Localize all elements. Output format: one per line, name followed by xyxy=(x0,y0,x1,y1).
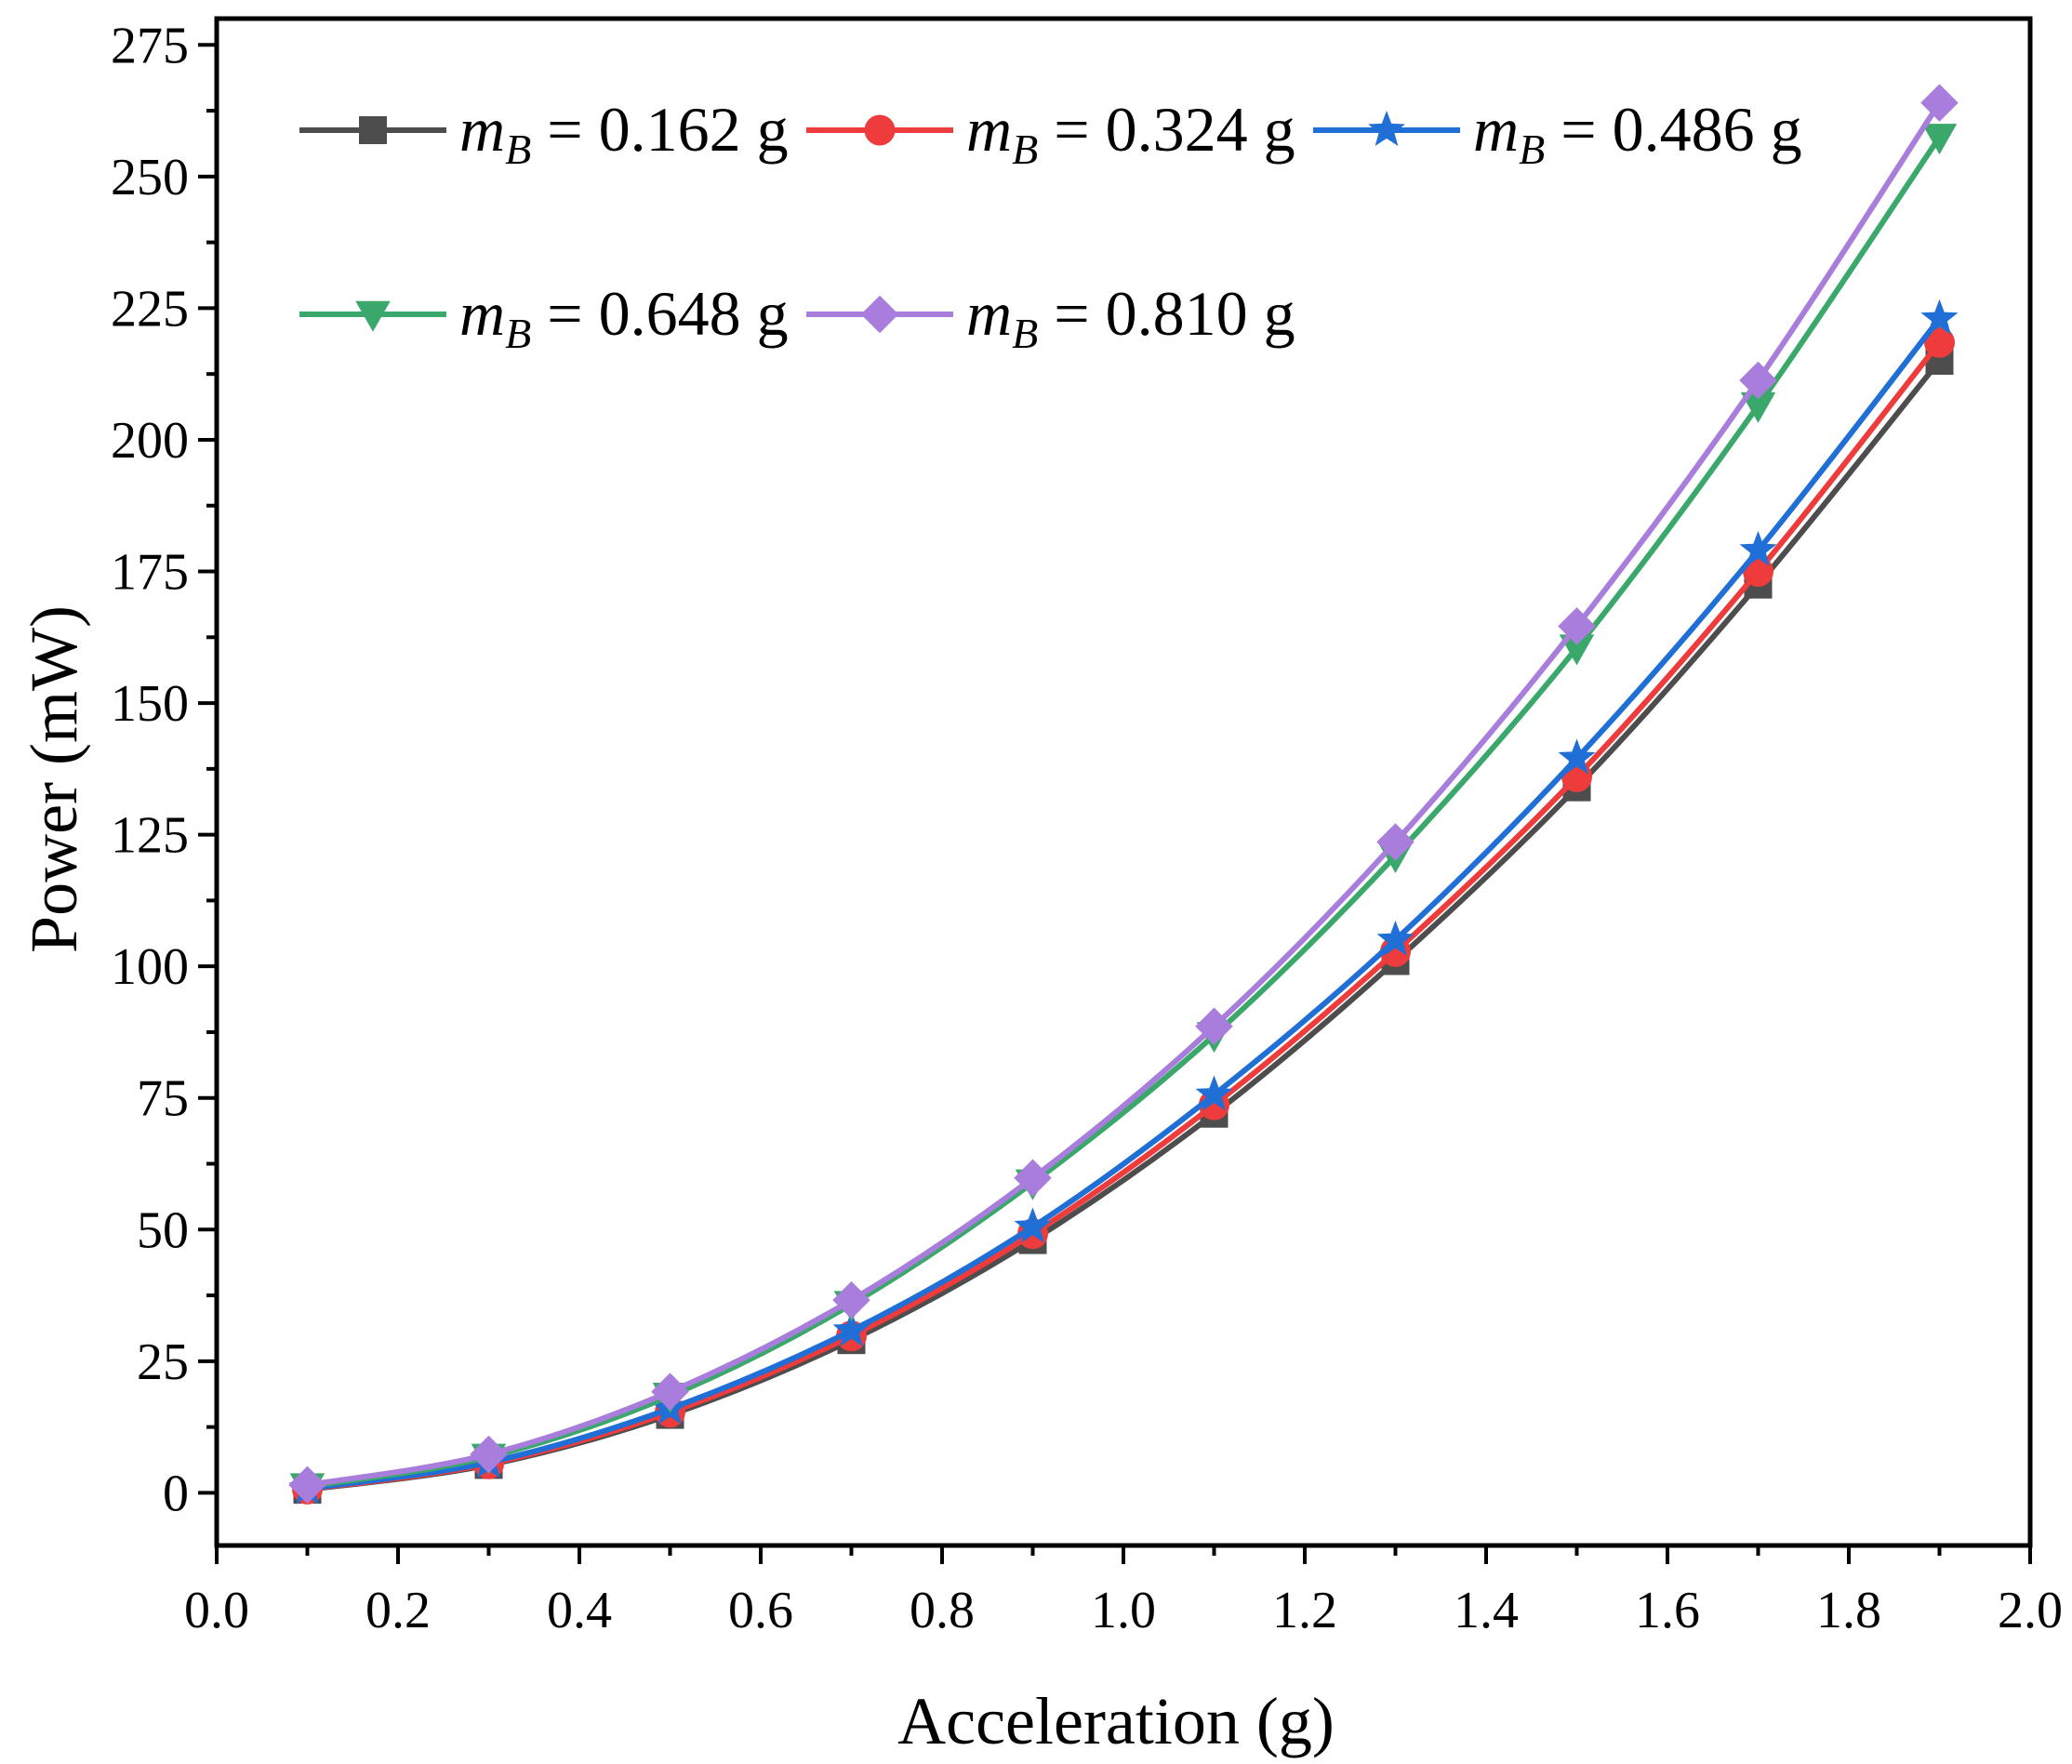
y-tick-label: 25 xyxy=(137,1333,189,1391)
x-tick-label: 1.6 xyxy=(1635,1582,1700,1639)
data-point xyxy=(1921,124,1958,155)
legend-label: mB = 0.162 g xyxy=(459,94,789,173)
data-point xyxy=(1924,326,1955,358)
x-tick-label: 1.4 xyxy=(1454,1582,1519,1639)
y-tick-label: 250 xyxy=(111,149,189,206)
data-point xyxy=(1740,391,1776,423)
series-line xyxy=(307,316,1942,1492)
legend-marker xyxy=(864,114,896,146)
data-point xyxy=(1195,1007,1233,1045)
legend-item-2: mB = 0.324 g xyxy=(806,94,1295,173)
legend-marker xyxy=(355,300,391,332)
y-tick-label: 225 xyxy=(111,280,189,338)
x-tick-label: 2.0 xyxy=(1998,1582,2063,1639)
x-tick-label: 0.8 xyxy=(910,1582,975,1639)
data-point xyxy=(1559,634,1595,666)
plot-frame xyxy=(214,16,2033,1548)
legend-marker xyxy=(1368,111,1405,146)
series-line xyxy=(307,100,1943,1488)
legend-label: mB = 0.648 g xyxy=(459,278,789,357)
y-axis-title: Power (mW) xyxy=(17,605,91,953)
data-point xyxy=(1014,1159,1052,1198)
x-tick-label: 0.4 xyxy=(547,1582,612,1639)
series-line xyxy=(307,135,1942,1490)
y-tick-label: 75 xyxy=(137,1070,189,1128)
series-line xyxy=(307,359,1942,1492)
data-point xyxy=(1376,823,1415,861)
y-tick-label: 125 xyxy=(111,807,189,865)
x-tick-label: 1.8 xyxy=(1816,1582,1881,1639)
legend: mB = 0.162 g mB = 0.324 g mB = 0.486 g mB =… xyxy=(299,94,1802,357)
axes: 0.0 0.2 0.4 0.6 0.8 1.0 1.2 1.4 1.6 1.8 2.0 0 25 50 75… xyxy=(111,16,2063,1639)
data-point xyxy=(832,1310,870,1346)
series-5 xyxy=(288,84,1959,1505)
x-tick-label: 1.2 xyxy=(1272,1582,1337,1639)
legend-label: mB = 0.810 g xyxy=(966,278,1295,357)
legend-item-3: mB = 0.486 g xyxy=(1313,94,1802,173)
legend-label: mB = 0.486 g xyxy=(1473,94,1802,173)
legend-item-5: mB = 0.810 g xyxy=(806,278,1295,357)
series-2 xyxy=(292,326,1955,1505)
x-tick-label: 1.0 xyxy=(1091,1582,1156,1639)
data-point xyxy=(1920,298,1959,335)
data-point xyxy=(1920,84,1959,122)
data-point xyxy=(832,1280,870,1320)
legend-item-1: mB = 0.162 g xyxy=(299,94,789,173)
y-tick-label: 200 xyxy=(111,412,189,470)
data-point xyxy=(1739,530,1777,566)
y-tick-label: 50 xyxy=(137,1201,189,1259)
legend-marker xyxy=(359,116,387,144)
data-point xyxy=(288,1466,326,1505)
y-tick-label: 150 xyxy=(111,675,189,733)
data-point xyxy=(470,1435,508,1474)
series-1 xyxy=(293,347,1954,1504)
legend-item-4: mB = 0.648 g xyxy=(299,278,789,357)
y-tick-label: 275 xyxy=(111,17,189,74)
data-point xyxy=(1739,361,1777,400)
data-point xyxy=(1558,738,1596,775)
x-tick-label: 0.2 xyxy=(365,1582,431,1639)
data-point xyxy=(651,1373,689,1411)
x-axis-title: Acceleration (g) xyxy=(897,1684,1335,1758)
x-tick-label: 0.0 xyxy=(184,1582,249,1639)
legend-label: mB = 0.324 g xyxy=(966,94,1295,173)
y-tick-label: 100 xyxy=(111,938,189,996)
data-point xyxy=(1014,1207,1052,1243)
y-tick-label: 0 xyxy=(163,1465,189,1522)
plot-series xyxy=(288,84,1959,1505)
data-point xyxy=(1558,607,1596,645)
data-point xyxy=(1376,920,1415,956)
y-tick-label: 175 xyxy=(111,544,189,602)
legend-marker xyxy=(860,295,899,334)
series-line xyxy=(307,340,1942,1492)
data-point xyxy=(1195,1075,1233,1111)
x-tick-label: 0.6 xyxy=(728,1582,793,1639)
